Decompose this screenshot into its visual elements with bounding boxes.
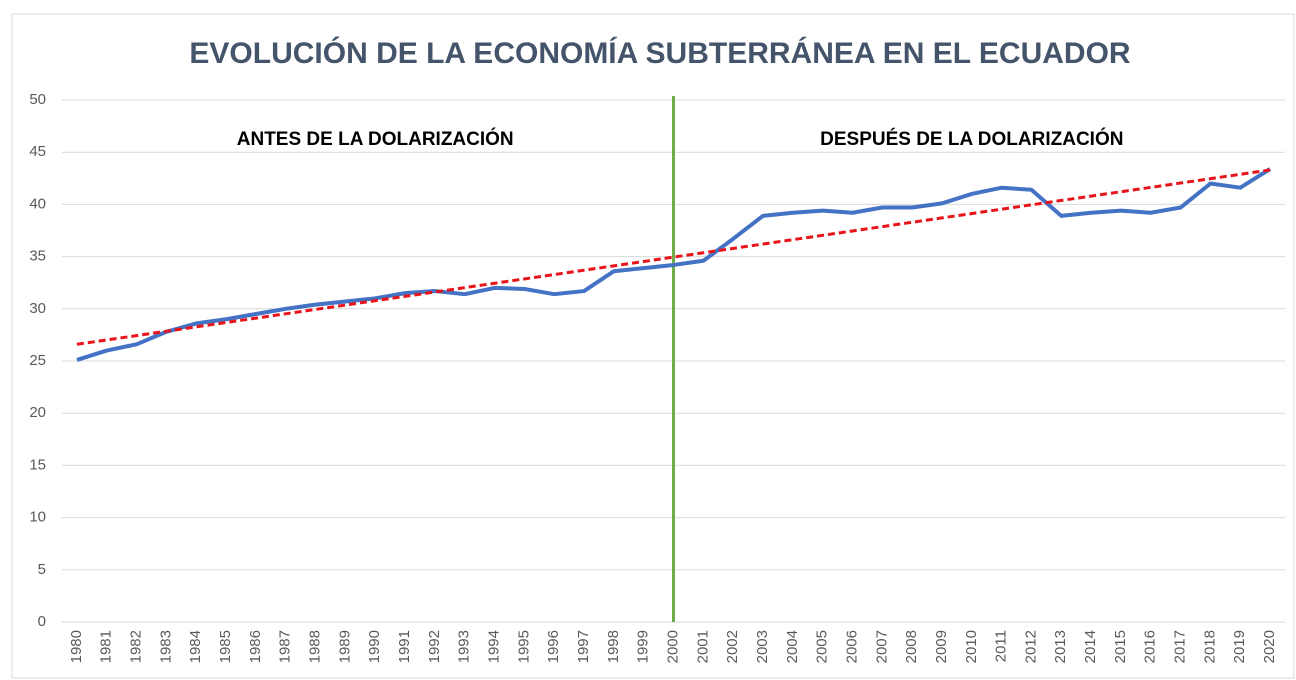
y-tick-label: 10 [29, 509, 46, 526]
x-tick-label: 1990 [366, 630, 383, 663]
x-tick-label: 1981 [98, 630, 115, 663]
y-tick-label: 0 [38, 613, 46, 630]
x-tick-label: 2000 [664, 630, 681, 663]
y-tick-label: 20 [29, 404, 46, 421]
x-tick-label: 1992 [426, 630, 443, 663]
x-tick-label: 2006 [843, 630, 860, 663]
x-tick-label: 1983 [157, 630, 174, 663]
x-tick-label: 2017 [1172, 630, 1189, 663]
x-tick-label: 2003 [754, 630, 771, 663]
x-tick-label: 1991 [396, 630, 413, 663]
x-tick-label: 1996 [545, 630, 562, 663]
y-tick-label: 50 [29, 91, 46, 108]
x-tick-label: 2018 [1201, 630, 1218, 663]
y-tick-label: 30 [29, 300, 46, 317]
x-tick-label: 1980 [68, 630, 85, 663]
chart-title: EVOLUCIÓN DE LA ECONOMÍA SUBTERRÁNEA EN … [189, 36, 1130, 70]
x-tick-label: 1984 [187, 630, 204, 663]
x-tick-label: 2007 [873, 630, 890, 663]
x-tick-label: 1995 [515, 630, 532, 663]
x-tick-label: 2002 [724, 630, 741, 663]
x-tick-label: 1989 [336, 630, 353, 663]
x-tick-label: 2004 [784, 630, 801, 663]
x-tick-label: 2012 [1022, 630, 1039, 663]
y-tick-label: 40 [29, 195, 46, 212]
x-tick-label: 2014 [1082, 630, 1099, 663]
y-tick-label: 5 [38, 561, 46, 578]
x-tick-label: 1993 [456, 630, 473, 663]
y-tick-label: 15 [29, 456, 46, 473]
x-tick-label: 1999 [635, 630, 652, 663]
x-tick-label: 1987 [277, 630, 294, 663]
x-tick-label: 2016 [1142, 630, 1159, 663]
x-tick-label: 2010 [963, 630, 980, 663]
x-tick-label: 1997 [575, 630, 592, 663]
chart-border [11, 13, 1295, 679]
x-tick-label: 2015 [1112, 630, 1129, 663]
x-tick-label: 2013 [1052, 630, 1069, 663]
x-tick-label: 1994 [485, 630, 502, 663]
annotation: DESPUÉS DE LA DOLARIZACIÓN [820, 128, 1123, 150]
x-tick-label: 1998 [605, 630, 622, 663]
x-tick-label: 2020 [1261, 630, 1278, 663]
x-tick-label: 2008 [903, 630, 920, 663]
x-tick-label: 1986 [247, 630, 264, 663]
x-tick-label: 2009 [933, 630, 950, 663]
x-tick-label: 2005 [814, 630, 831, 663]
x-tick-label: 2001 [694, 630, 711, 663]
x-tick-label: 1985 [217, 630, 234, 663]
trend-line [76, 168, 1271, 346]
y-tick-label: 25 [29, 352, 46, 369]
y-tick-label: 45 [29, 143, 46, 160]
data-line [76, 167, 1272, 362]
x-tick-label: 2019 [1231, 630, 1248, 663]
x-tick-label: 1982 [128, 630, 145, 663]
annotation: ANTES DE LA DOLARIZACIÓN [237, 128, 514, 150]
x-tick-label: 2011 [993, 630, 1010, 662]
x-tick-label: 1988 [307, 630, 324, 663]
y-tick-label: 35 [29, 248, 46, 265]
